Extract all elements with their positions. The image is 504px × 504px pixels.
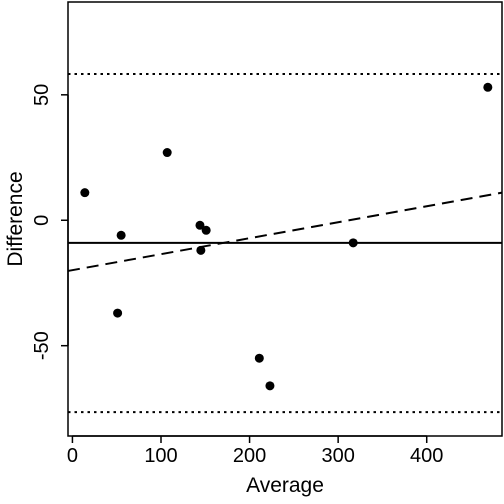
data-point [348, 238, 358, 248]
x-axis-label: Average [246, 474, 324, 497]
x-tick-label: 0 [67, 445, 78, 467]
y-axis: -50 0 50 [31, 84, 69, 360]
x-axis: 0 100 200 300 400 [67, 435, 443, 467]
data-point [483, 82, 493, 92]
data-point [162, 148, 172, 158]
y-tick-label: -50 [31, 331, 53, 360]
trend-lines [67, 191, 503, 272]
y-tick-label: 0 [31, 215, 53, 226]
plot-frame [67, 1, 503, 437]
data-point [80, 188, 90, 198]
data-point [116, 230, 126, 240]
data-point [201, 225, 211, 235]
data-point [113, 308, 123, 318]
x-tick-label: 200 [233, 445, 266, 467]
x-tick-label: 300 [321, 445, 354, 467]
data-point [196, 245, 206, 255]
data-point [265, 381, 275, 391]
x-tick-label: 400 [410, 445, 443, 467]
reference-lines [68, 72, 502, 414]
data-point [195, 220, 205, 230]
data-point [254, 353, 264, 363]
y-tick-label: 50 [31, 84, 53, 106]
y-axis-label: Difference [4, 171, 27, 266]
data-points [80, 82, 493, 391]
x-tick-label: 100 [144, 445, 177, 467]
regression-trend-line [67, 191, 503, 272]
